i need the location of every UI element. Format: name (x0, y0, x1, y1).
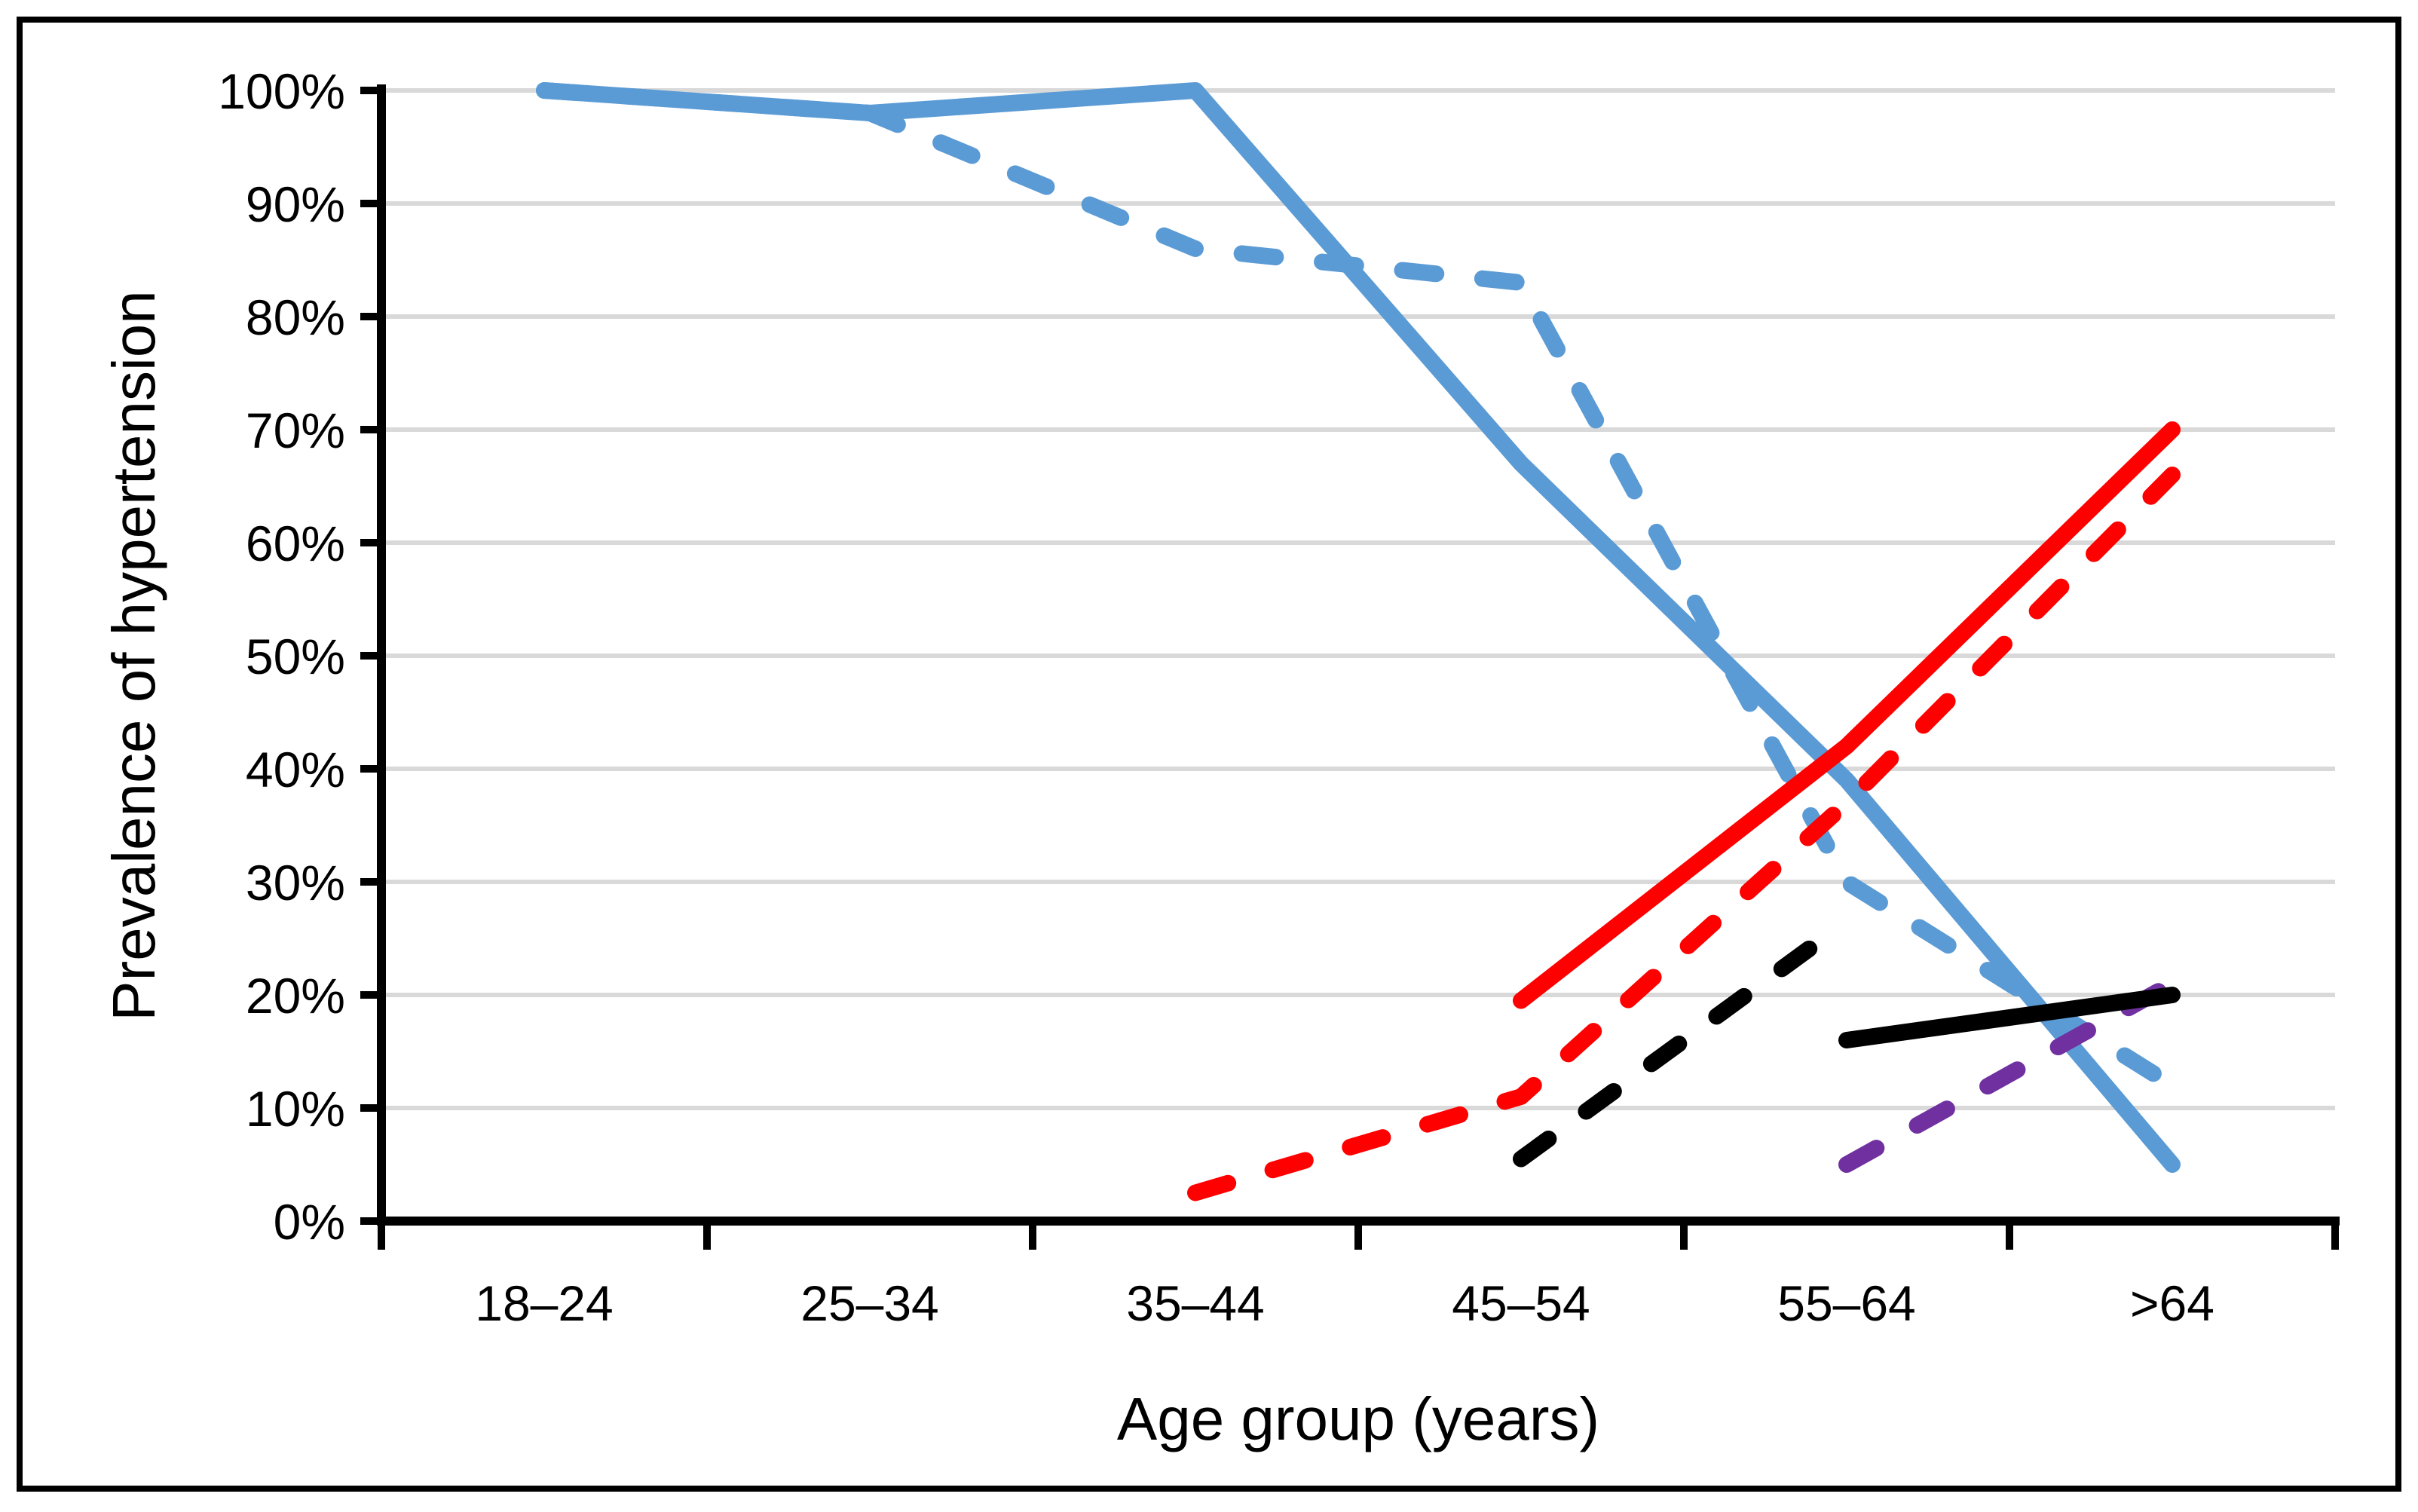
x-tick-label: 35–44 (1126, 1275, 1265, 1331)
series-line-red-dashed (1187, 467, 2181, 1201)
x-tick-label: 25–34 (800, 1275, 939, 1331)
y-tick-label: 100% (218, 63, 345, 119)
series-line-blue-solid (536, 82, 2181, 1173)
y-tick-label: 0% (274, 1194, 345, 1250)
series-line-blue-dashed (536, 82, 2181, 1094)
figure-border-layer (17, 17, 2401, 1492)
y-tick-label: 50% (246, 629, 345, 684)
gridline-layer (381, 88, 2335, 1110)
axes-layer (360, 84, 2340, 1250)
y-tick-label: 80% (246, 289, 345, 345)
x-tick-label: 45–54 (1452, 1275, 1590, 1331)
y-axis-title: Prevalence of hypertension (100, 290, 167, 1021)
series-layer (536, 82, 2181, 1201)
figure-border (17, 17, 2401, 1492)
x-axis-title: Age group (years) (1117, 1385, 1599, 1452)
y-tick-label: 10% (246, 1081, 345, 1137)
y-tick-label: 40% (246, 742, 345, 797)
y-tick-label: 60% (246, 516, 345, 571)
x-tick-label: 18–24 (475, 1275, 614, 1331)
y-tick-label: 30% (246, 855, 345, 911)
y-tick-label: 90% (246, 176, 345, 232)
y-tick-label: 70% (246, 402, 345, 458)
x-tick-label: >64 (2130, 1275, 2214, 1331)
x-tick-label: 55–64 (1777, 1275, 1916, 1331)
series-line-red-solid (1513, 421, 2181, 1009)
labels-layer: 0% 10% 20% 30% 40% 50% 60% 70% 80% 90% 100% 18–24 25… (100, 63, 2214, 1452)
series-line-black-dashed (1513, 913, 1855, 1168)
series-line-black-solid (1838, 987, 2181, 1048)
series-line-purple-dashed (1838, 975, 2181, 1173)
y-tick-label: 20% (246, 968, 345, 1024)
